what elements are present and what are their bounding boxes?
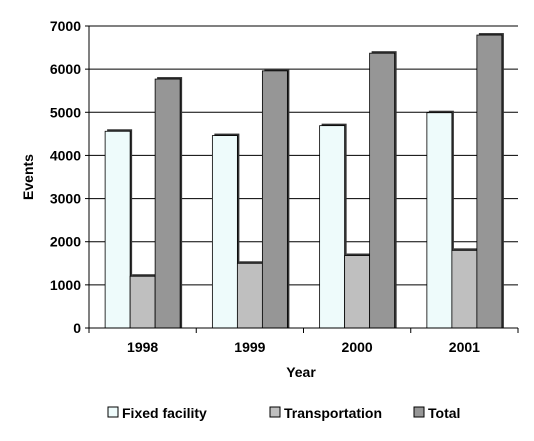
legend-label: Total	[428, 405, 460, 421]
y-axis-title: Events	[20, 154, 36, 200]
bar-fixed-facility	[104, 130, 131, 329]
bar-total	[261, 70, 288, 329]
legend-label: Fixed facility	[122, 405, 207, 421]
bar-transportation	[344, 255, 371, 329]
legend-swatch	[107, 406, 119, 418]
bar-transportation	[451, 249, 478, 329]
y-tick-label: 1000	[50, 277, 81, 293]
y-tick-label: 0	[73, 320, 81, 336]
y-tick-label: 4000	[50, 147, 81, 163]
y-tick-label: 3000	[50, 191, 81, 207]
bar-total	[369, 52, 396, 329]
bar-total	[154, 78, 181, 329]
x-tick-label: 1999	[234, 339, 265, 355]
bar-fixed-facility	[426, 112, 453, 329]
x-axis-ticks: 1998 1999 2000 2001	[88, 328, 519, 355]
y-tick-label: 7000	[50, 18, 81, 34]
x-tick-label: 2001	[449, 339, 480, 355]
legend-label: Transportation	[284, 405, 382, 421]
y-axis-ticks: 0 1000 2000 3000 4000 5000 6000 7000	[50, 18, 89, 336]
x-axis-title: Year	[286, 364, 316, 380]
y-tick-label: 6000	[50, 61, 81, 77]
x-tick-label: 1998	[127, 339, 158, 355]
bar-total	[476, 34, 503, 329]
legend: Fixed facility Transportation Total	[107, 405, 460, 421]
legend-swatch	[413, 406, 425, 418]
bars	[104, 33, 504, 329]
y-tick-label: 5000	[50, 104, 81, 120]
bar-fixed-facility	[319, 125, 346, 329]
bar-transportation	[129, 275, 156, 329]
y-tick-label: 2000	[50, 234, 81, 250]
bar-transportation	[236, 262, 263, 329]
bar-fixed-facility	[211, 135, 238, 329]
legend-swatch	[269, 406, 281, 418]
x-tick-label: 2000	[342, 339, 373, 355]
